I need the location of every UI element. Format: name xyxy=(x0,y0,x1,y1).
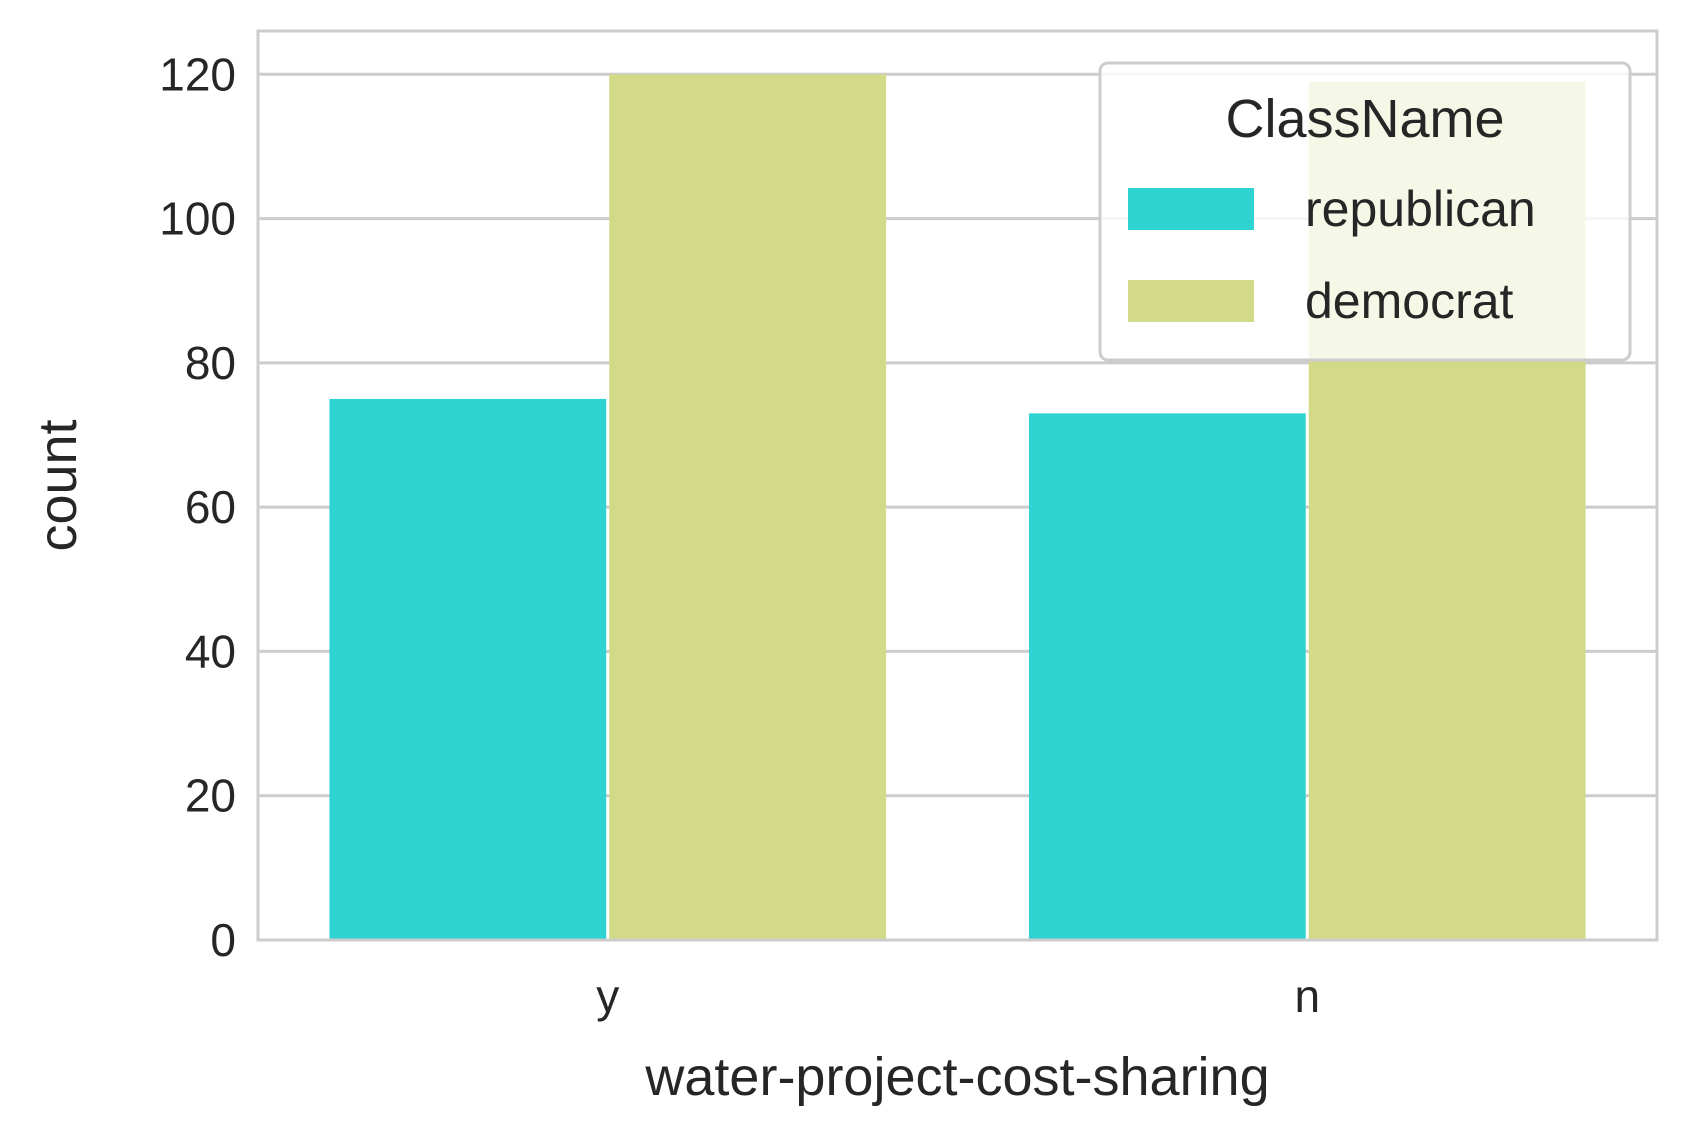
bar-democrat-y xyxy=(609,74,887,939)
y-axis-label: count xyxy=(28,419,88,551)
y-tick-label: 40 xyxy=(185,625,236,677)
y-tick-label: 80 xyxy=(185,337,236,389)
x-axis-label: water-project-cost-sharing xyxy=(644,1047,1269,1107)
legend-label-democrat: democrat xyxy=(1305,273,1514,329)
bar-republican-y xyxy=(329,398,607,939)
legend-swatch-republican xyxy=(1128,188,1254,230)
y-tick-label: 100 xyxy=(159,193,236,245)
y-tick-label: 60 xyxy=(185,481,236,533)
legend: ClassName republican democrat xyxy=(1098,61,1632,362)
x-tick-label: n xyxy=(1294,970,1320,1022)
legend-swatch-democrat xyxy=(1128,280,1254,322)
legend-label-republican: republican xyxy=(1305,181,1536,237)
x-tick-label: y xyxy=(596,970,619,1022)
legend-items: republican democrat xyxy=(1128,181,1536,329)
plot-frame xyxy=(256,29,1659,942)
bar-republican-n xyxy=(1028,413,1306,939)
y-tick-labels: 0 20 40 60 80 100 120 xyxy=(159,48,236,966)
y-tick-label: 0 xyxy=(210,914,236,966)
y-tick-label: 20 xyxy=(185,770,236,822)
y-tick-label: 120 xyxy=(159,48,236,100)
legend-title: ClassName xyxy=(1225,89,1504,149)
